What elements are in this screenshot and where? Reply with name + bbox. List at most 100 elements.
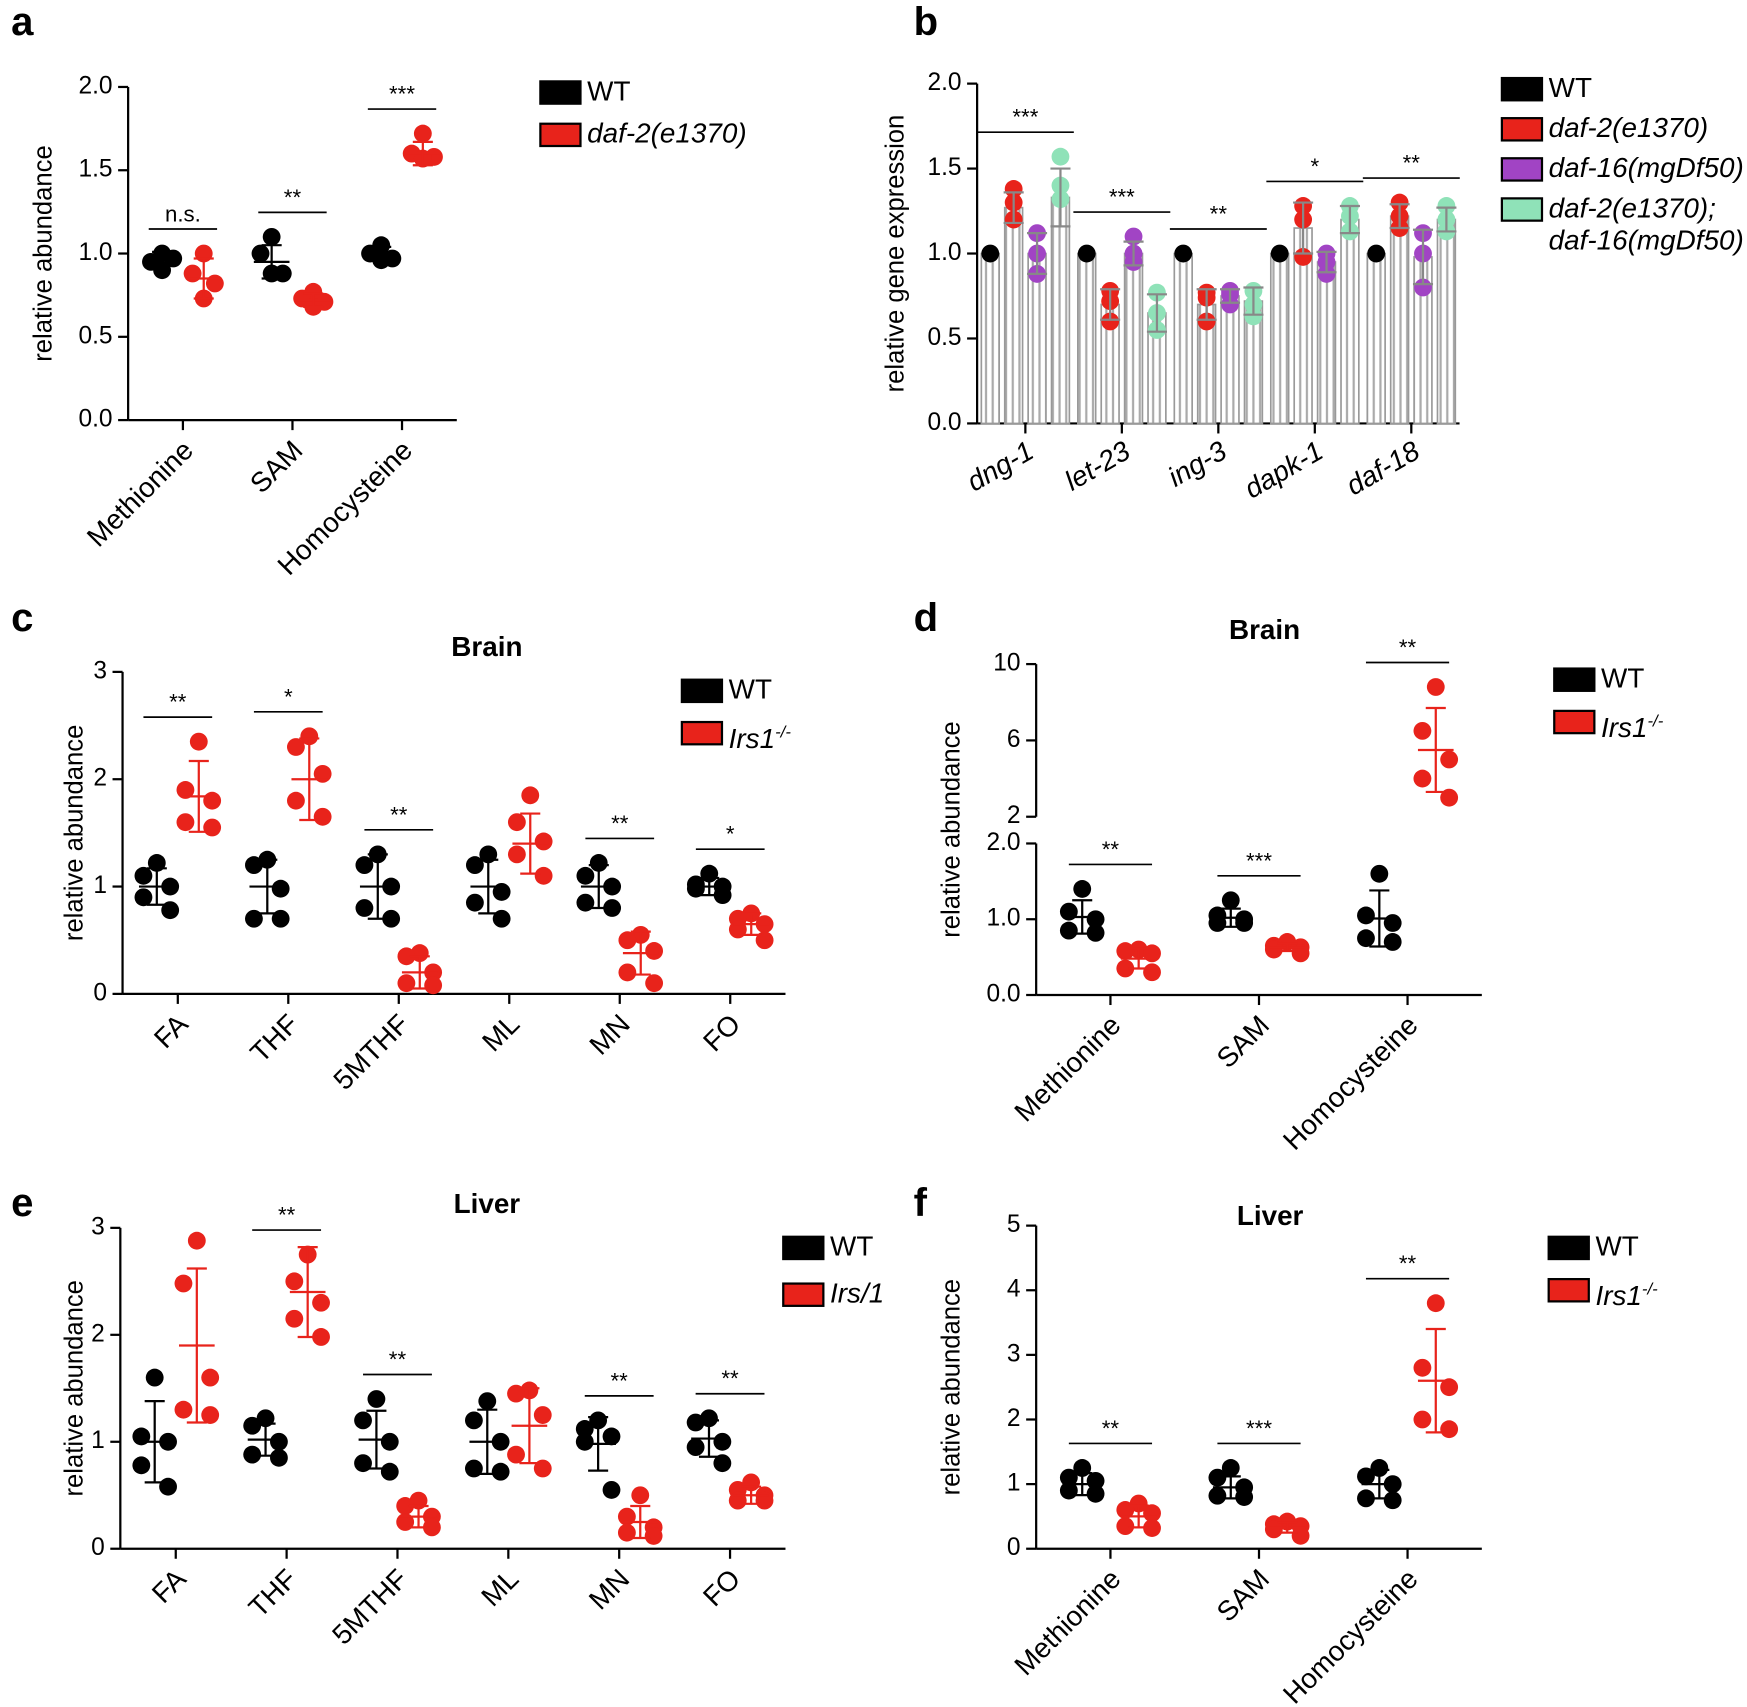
legend-swatch	[782, 1282, 825, 1307]
legend-text: Irs1-/-	[1601, 705, 1747, 744]
data-point	[686, 1438, 705, 1457]
data-point	[397, 947, 416, 966]
data-point	[286, 738, 305, 756]
data-point	[1221, 891, 1240, 910]
data-point	[1383, 1491, 1402, 1510]
data-point	[1437, 197, 1456, 215]
x-tick-label: 5MTHF	[326, 1563, 414, 1651]
error-bar	[1128, 1504, 1149, 1529]
legend-text: Irs1-/-	[729, 716, 952, 755]
error-bar	[412, 140, 433, 167]
data-point	[644, 1526, 663, 1545]
legend-sup: -/-	[1647, 712, 1664, 731]
error-bar	[1436, 206, 1457, 233]
error-bar	[1220, 907, 1241, 928]
data-point	[1357, 906, 1375, 925]
error-bar	[1050, 167, 1071, 228]
legend-name: WT	[1601, 662, 1645, 695]
legend-swatch	[1500, 117, 1544, 142]
data-point	[1413, 1358, 1432, 1377]
y-axis-label: relative abundance	[29, 145, 57, 361]
data-point	[1291, 944, 1310, 963]
error-bar	[146, 867, 167, 906]
error-bar	[297, 1245, 318, 1339]
data-point	[575, 1432, 594, 1451]
error-bar	[1316, 250, 1337, 274]
data-point	[1426, 1294, 1445, 1313]
error-bar	[408, 1504, 429, 1529]
data-point	[534, 866, 553, 885]
data-point	[1370, 1459, 1389, 1477]
data-point	[1426, 678, 1445, 696]
data-point	[1086, 1471, 1105, 1490]
error-bar	[1369, 1468, 1390, 1500]
y-tick-label: 0	[1007, 1534, 1021, 1561]
data-point	[201, 1368, 220, 1387]
x-tick-label: MN	[583, 1563, 636, 1616]
y-axis-label: relative abundance	[937, 721, 965, 937]
legend-swatch	[539, 122, 582, 148]
x-tick-label: ML	[476, 1008, 525, 1057]
significance-label: ***	[1109, 185, 1135, 210]
data-point	[602, 1480, 621, 1499]
data-point	[243, 1416, 262, 1435]
x-tick-label: SAM	[1211, 1563, 1276, 1628]
data-point	[686, 1413, 705, 1432]
legend-entry: WT	[830, 1231, 873, 1262]
data-point	[1383, 914, 1402, 932]
data-point	[270, 1448, 288, 1467]
significance-label: **	[611, 1368, 629, 1393]
data-point	[145, 1368, 164, 1387]
x-tick-label: FA	[148, 1008, 194, 1054]
chart-title: Liver	[1237, 1200, 1304, 1231]
chart-title: Brain	[1229, 614, 1300, 645]
error-bar	[144, 1400, 165, 1484]
data-point	[1367, 244, 1386, 263]
legend-swatch	[1547, 1277, 1590, 1303]
data-point	[134, 888, 153, 907]
data-point	[1264, 1520, 1283, 1539]
x-tick-label: SAM	[244, 434, 309, 499]
panel-letter: e	[11, 1181, 33, 1225]
data-point	[533, 1406, 552, 1424]
x-tick-label: Methionine	[1008, 1563, 1126, 1681]
data-point	[1235, 1488, 1254, 1506]
data-point	[174, 1274, 193, 1293]
error-bar	[303, 292, 324, 308]
data-point	[1129, 1494, 1148, 1513]
data-point	[1291, 1526, 1310, 1545]
legend-entry: daf-2(e1370)	[1549, 113, 1708, 144]
x-tick-label: ML	[475, 1563, 524, 1612]
data-point	[300, 727, 319, 746]
significance-label: ***	[1012, 105, 1038, 130]
data-point	[285, 1272, 304, 1291]
error-bar	[741, 1485, 762, 1505]
data-point	[1208, 1486, 1227, 1505]
significance-label: *	[726, 822, 735, 847]
significance-label: ***	[1246, 848, 1272, 873]
y-tick-label: 1	[91, 1427, 105, 1454]
significance-label: **	[1399, 635, 1417, 660]
significance-label: **	[1403, 151, 1421, 176]
legend-swatch	[1500, 76, 1544, 102]
legend-text: WT	[729, 674, 952, 706]
data-point	[700, 1409, 718, 1428]
legend-name: Irs1	[1601, 712, 1648, 744]
data-point	[354, 1411, 372, 1430]
legend-entry: WT	[729, 674, 952, 706]
legend-text: daf-2(e1370)	[587, 118, 810, 150]
y-tick-label: 3	[91, 1213, 105, 1240]
error-bar	[1123, 240, 1144, 267]
legend-text: WT	[587, 76, 810, 108]
bar	[1436, 218, 1457, 425]
error-bar	[257, 858, 278, 915]
x-tick-label: THF	[244, 1008, 304, 1068]
bar	[1077, 252, 1097, 425]
data-point	[262, 227, 281, 246]
significance-label: **	[390, 802, 408, 827]
bar	[1003, 206, 1024, 425]
y-tick-label: 2	[93, 765, 107, 792]
error-bar	[1412, 228, 1434, 286]
significance-label: **	[284, 185, 302, 210]
